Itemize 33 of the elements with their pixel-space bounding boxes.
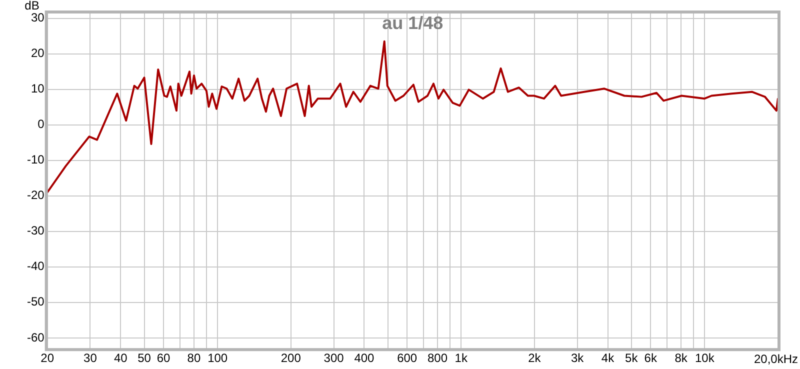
x-tick-label: 50 — [138, 351, 152, 366]
x-tick-label: 5k — [625, 351, 639, 366]
x-tick-label: 8k — [674, 351, 688, 366]
y-tick-label: 0 — [38, 117, 45, 132]
x-tick-label: 80 — [187, 351, 201, 366]
y-tick-label: -30 — [27, 224, 45, 238]
y-axis-title: dB — [24, 0, 40, 12]
x-tick-label: 400 — [354, 351, 375, 366]
x-tick-label: 2k — [528, 351, 542, 366]
y-tick-label: -20 — [27, 188, 45, 202]
x-tick-label: 40 — [114, 351, 128, 366]
x-tick-label: 1k — [454, 351, 468, 366]
y-tick-label: -60 — [27, 330, 45, 344]
x-axis-title: 20,0kHz — [754, 352, 798, 366]
y-tick-label: -50 — [27, 294, 45, 309]
x-tick-label: 60 — [156, 351, 171, 366]
x-tick-label: 300 — [324, 351, 344, 366]
x-tick-label: 30 — [84, 351, 98, 366]
x-tick-label: 600 — [397, 351, 418, 366]
x-tick-label: 4k — [601, 351, 616, 366]
x-tick-label: 3k — [570, 351, 585, 366]
x-tick-label: 10k — [695, 351, 716, 366]
chart-title: au 1/48 — [382, 12, 444, 33]
y-tick-label: 20 — [30, 46, 45, 60]
x-tick-label: 200 — [280, 351, 302, 366]
y-tick-label: -40 — [27, 259, 45, 274]
x-tick-label: 20 — [40, 351, 54, 366]
x-tick-label: 6k — [644, 351, 658, 366]
y-tick-label: -10 — [27, 152, 45, 167]
y-tick-label: 30 — [30, 10, 45, 25]
y-tick-label: 10 — [30, 82, 45, 96]
x-tick-label: 100 — [208, 351, 228, 366]
x-tick-label: 800 — [428, 351, 448, 366]
